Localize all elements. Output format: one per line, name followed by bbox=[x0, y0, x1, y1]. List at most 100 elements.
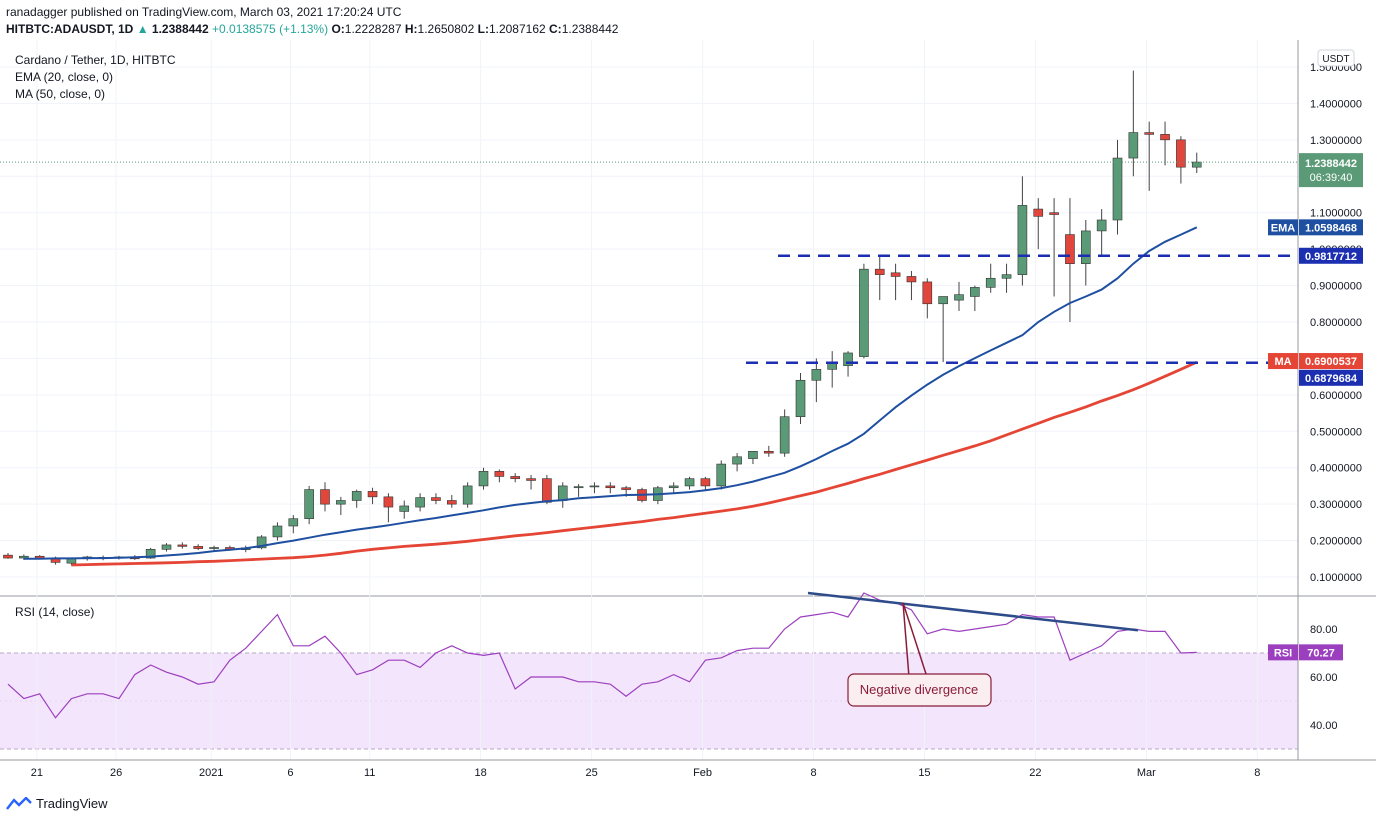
candle-body[interactable] bbox=[732, 456, 742, 465]
candle-body[interactable] bbox=[526, 478, 536, 481]
candle-body[interactable] bbox=[557, 485, 568, 501]
divergence-trendline[interactable] bbox=[807, 591, 1139, 632]
candle-body[interactable] bbox=[1033, 208, 1044, 217]
candle-body[interactable] bbox=[145, 549, 156, 559]
candle-body[interactable] bbox=[573, 486, 584, 489]
candle-body[interactable] bbox=[906, 276, 917, 283]
candle-body[interactable] bbox=[1081, 230, 1091, 265]
candle-body[interactable] bbox=[811, 369, 822, 381]
candle-body[interactable] bbox=[970, 287, 980, 297]
candle-body[interactable] bbox=[795, 379, 806, 418]
candle-body[interactable] bbox=[351, 491, 362, 501]
candle-body[interactable] bbox=[1144, 132, 1154, 135]
rsi-line[interactable] bbox=[7, 592, 1197, 719]
candle-body[interactable] bbox=[288, 518, 299, 527]
candle-body[interactable] bbox=[605, 485, 616, 489]
ema-legend[interactable]: EMA (20, close, 0) bbox=[15, 70, 114, 84]
candle-body[interactable] bbox=[383, 496, 394, 508]
candle-body[interactable] bbox=[700, 478, 711, 487]
x-tick-label: 18 bbox=[475, 767, 487, 779]
rsi-badge-text: 70.27 bbox=[1307, 647, 1335, 659]
rsi-tag-bg[interactable] bbox=[1268, 644, 1298, 661]
candle-body[interactable] bbox=[589, 485, 600, 488]
candle-body[interactable] bbox=[779, 416, 790, 454]
x-tick-label: 26 bbox=[110, 767, 122, 779]
x-tick-label: 22 bbox=[1029, 767, 1041, 779]
candle-body[interactable] bbox=[748, 451, 758, 459]
candle-body[interactable] bbox=[621, 487, 631, 490]
candle-body[interactable] bbox=[19, 555, 29, 559]
open-label: O: bbox=[331, 22, 345, 36]
candle-body[interactable] bbox=[954, 294, 964, 301]
candle-body[interactable] bbox=[462, 485, 473, 505]
candle-body[interactable] bbox=[494, 471, 505, 477]
ema-tag-bg[interactable] bbox=[1268, 219, 1298, 236]
candle-body[interactable] bbox=[209, 547, 219, 549]
candle-body[interactable] bbox=[415, 497, 425, 508]
candle-body[interactable] bbox=[367, 491, 378, 498]
candle-body[interactable] bbox=[1001, 274, 1012, 279]
candle-body[interactable] bbox=[320, 489, 330, 505]
candle-body[interactable] bbox=[399, 505, 410, 512]
candle-body[interactable] bbox=[272, 525, 283, 538]
candle-body[interactable] bbox=[985, 277, 996, 288]
x-tick-label: 11 bbox=[364, 767, 375, 779]
x-tick-label: 25 bbox=[585, 767, 597, 779]
candle-body[interactable] bbox=[1176, 139, 1186, 168]
candle-body[interactable] bbox=[874, 268, 885, 275]
candle-body[interactable] bbox=[1128, 132, 1139, 159]
symbol[interactable]: HITBTC:ADAUSDT, 1D bbox=[6, 22, 134, 36]
candle-body[interactable] bbox=[336, 500, 346, 505]
price-tick-label: 0.9000000 bbox=[1310, 281, 1362, 293]
candle-body[interactable] bbox=[161, 544, 172, 550]
ma-line[interactable] bbox=[71, 360, 1198, 567]
candle-body[interactable] bbox=[304, 489, 314, 520]
candle-body[interactable] bbox=[1191, 161, 1202, 168]
support-badge-bg[interactable] bbox=[1299, 369, 1363, 386]
candle-body[interactable] bbox=[843, 352, 853, 367]
rsi-legend[interactable]: RSI (14, close) bbox=[15, 605, 95, 619]
candle-body[interactable] bbox=[922, 281, 933, 305]
divergence-callout[interactable] bbox=[847, 673, 992, 707]
candle-body[interactable] bbox=[1065, 234, 1075, 265]
candle-body[interactable] bbox=[1160, 134, 1170, 141]
ma-tag-bg[interactable] bbox=[1268, 353, 1298, 370]
countdown-badge: 06:39:40 bbox=[1310, 172, 1353, 184]
candle-body[interactable] bbox=[668, 485, 679, 489]
candle-body[interactable] bbox=[684, 478, 695, 487]
ema-line[interactable] bbox=[23, 226, 1198, 560]
candle-body[interactable] bbox=[510, 476, 521, 479]
candle-body[interactable] bbox=[431, 497, 441, 501]
low-label: L: bbox=[477, 22, 489, 36]
candle-body[interactable] bbox=[177, 544, 188, 547]
rsi-badge-bg[interactable] bbox=[1299, 644, 1343, 661]
candle-body[interactable] bbox=[3, 554, 13, 559]
resistance-badge-text: 0.9817712 bbox=[1305, 251, 1357, 263]
candle-body[interactable] bbox=[763, 451, 774, 454]
x-tick-label: Feb bbox=[693, 767, 712, 779]
candle-body[interactable] bbox=[66, 558, 77, 564]
ma-badge-bg[interactable] bbox=[1299, 353, 1363, 370]
price-tick-label: 0.1000000 bbox=[1310, 572, 1362, 584]
last-price-badge-bg[interactable] bbox=[1299, 153, 1363, 188]
candle-body[interactable] bbox=[938, 296, 948, 305]
candle-body[interactable] bbox=[1112, 157, 1123, 221]
candle-body[interactable] bbox=[1049, 212, 1059, 215]
candle-body[interactable] bbox=[1017, 205, 1028, 275]
candle-body[interactable] bbox=[542, 478, 552, 503]
ma-legend[interactable]: MA (50, close, 0) bbox=[15, 87, 106, 101]
candle-body[interactable] bbox=[859, 268, 869, 357]
resistance-badge-bg[interactable] bbox=[1299, 247, 1363, 264]
price-pane[interactable] bbox=[0, 40, 1298, 596]
candle-body[interactable] bbox=[1096, 219, 1107, 232]
candle-body[interactable] bbox=[446, 500, 457, 505]
candle-body[interactable] bbox=[716, 463, 727, 487]
tradingview-brand[interactable]: TradingView bbox=[6, 796, 108, 811]
ema-badge-bg[interactable] bbox=[1299, 219, 1363, 236]
candle-body[interactable] bbox=[193, 546, 203, 549]
candle-body[interactable] bbox=[256, 536, 267, 549]
candle-body[interactable] bbox=[478, 471, 489, 487]
chart-title[interactable]: Cardano / Tether, 1D, HITBTC bbox=[15, 53, 176, 67]
candle-body[interactable] bbox=[890, 272, 901, 277]
